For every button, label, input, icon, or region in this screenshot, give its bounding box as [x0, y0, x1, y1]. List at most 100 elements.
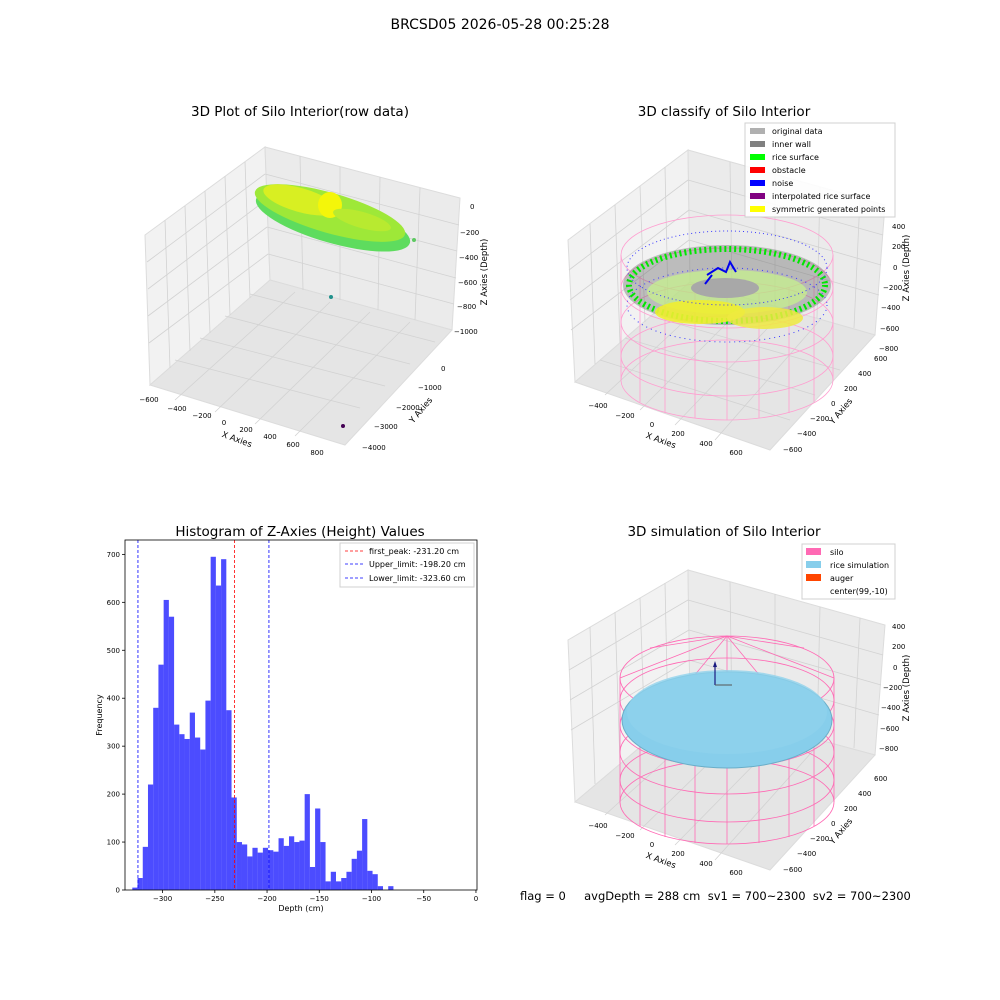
x-tick-label: −200	[257, 895, 276, 903]
outlier-point	[329, 295, 333, 299]
z-tick-label: −200	[460, 229, 479, 237]
histogram-bar	[372, 874, 378, 890]
y-tick-label: 300	[107, 743, 120, 751]
plot4-title: 3D simulation of Silo Interior	[627, 524, 821, 540]
x-tick-label: −200	[615, 832, 634, 840]
histogram-bar	[221, 559, 227, 890]
histogram-bar	[362, 819, 368, 890]
histogram-bar	[174, 724, 180, 890]
histogram-bar	[163, 599, 169, 890]
y-tick-label: 0	[116, 887, 120, 895]
histogram-bar	[320, 842, 326, 890]
histogram-bar	[236, 842, 242, 890]
y-tick-label: −3000	[374, 423, 398, 431]
y-tick-label: 400	[858, 370, 871, 378]
x-tick-label: 200	[671, 430, 684, 438]
histogram-bar	[346, 871, 352, 890]
raw-point-cloud	[254, 184, 411, 252]
x-tick-label: −100	[362, 895, 381, 903]
plot2-3d-axes: original data inner wall rice surface ob…	[567, 122, 912, 457]
legend-label: Lower_limit: -323.60 cm	[369, 574, 466, 583]
y-tick-label: 500	[107, 647, 120, 655]
legend-label: rice simulation	[830, 561, 889, 570]
z-tick-label: 400	[892, 223, 905, 231]
histogram-bar	[278, 838, 284, 890]
histogram-bar	[189, 712, 195, 890]
x-tick-label: 0	[650, 841, 654, 849]
histogram-bar	[304, 794, 310, 890]
histogram-bars	[132, 556, 394, 890]
z-tick-label: −600	[458, 279, 477, 287]
legend-swatch	[750, 128, 765, 134]
legend-swatch	[750, 167, 765, 173]
histogram-legend: first_peak: -231.20 cm Upper_limit: -198…	[339, 542, 475, 588]
plot4-3d-axes: silo rice simulation auger center(99,-10…	[567, 543, 912, 877]
histogram-bar	[200, 749, 206, 890]
y-tick-label: 200	[844, 805, 857, 813]
legend-swatch	[806, 561, 821, 568]
x-tick-label: −600	[139, 396, 158, 404]
plot1-title: 3D Plot of Silo Interior(row data)	[191, 104, 409, 120]
classified-point-cloud	[623, 230, 831, 343]
legend-label: silo	[830, 548, 844, 557]
histogram-bar	[330, 871, 336, 890]
y-tick-label: 0	[831, 400, 835, 408]
y-tick-label: 200	[107, 791, 120, 799]
y-tick-label: 200	[844, 385, 857, 393]
y-tick-label: 100	[107, 839, 120, 847]
histogram-bar	[210, 556, 216, 890]
z-axis-label: Z Axies (Depth)	[480, 239, 490, 306]
z-tick-label: −800	[457, 303, 476, 311]
histogram-bar	[388, 886, 394, 890]
legend-label: rice surface	[772, 153, 819, 162]
y-tick-label: 0	[831, 820, 835, 828]
plot2-title: 3D classify of Silo Interior	[637, 104, 811, 120]
x-tick-label: 400	[699, 440, 712, 448]
y-tick-label: 400	[858, 790, 871, 798]
y-tick-label: −600	[783, 446, 802, 454]
histogram-bar	[299, 840, 305, 890]
histogram-bar	[377, 886, 383, 890]
histogram-bar	[184, 738, 190, 890]
y-tick-label: −400	[797, 850, 816, 858]
y-tick-label: −1000	[418, 384, 442, 392]
legend-label: center(99,-10)	[830, 587, 888, 596]
histogram-bar	[241, 844, 248, 890]
histogram-bar	[288, 836, 295, 890]
y-tick-label: −2000	[396, 404, 420, 412]
y-tick-label: 0	[441, 365, 445, 373]
y-tick-label: −4000	[362, 444, 386, 452]
y-tick-label: 600	[107, 599, 120, 607]
histogram-x-ticks: −300 −250 −200 −150 −100 −50 0	[153, 890, 478, 903]
x-tick-label: 400	[699, 860, 712, 868]
x-tick-label: 600	[729, 869, 742, 877]
z-tick-label: −600	[880, 725, 899, 733]
histogram-bar	[142, 846, 148, 890]
y-tick-label: −600	[783, 866, 802, 874]
outlier-point	[412, 238, 416, 242]
plot2-legend: original data inner wall rice surface ob…	[744, 122, 896, 218]
legend-label: auger	[830, 574, 854, 583]
histogram-bar	[179, 734, 185, 890]
z-tick-label: 400	[892, 623, 905, 631]
z-tick-label: −800	[879, 745, 898, 753]
z-tick-label: 200	[892, 643, 905, 651]
x-axis-label: Depth (cm)	[278, 904, 323, 913]
histogram-bar	[158, 664, 164, 890]
histogram-bar	[335, 881, 342, 890]
histogram-bar	[215, 585, 222, 890]
legend-label: Upper_limit: -198.20 cm	[369, 560, 466, 569]
x-tick-label: 200	[671, 850, 684, 858]
histogram-bar	[273, 851, 279, 890]
histogram-bar	[205, 700, 211, 890]
x-tick-label: −50	[416, 895, 431, 903]
x-tick-label: 0	[650, 421, 654, 429]
z-tick-label: 0	[893, 264, 897, 272]
figure-title: BRCSD05 2026-05-28 00:25:28	[390, 17, 610, 33]
z-tick-label: −600	[880, 325, 899, 333]
legend-swatch	[750, 206, 765, 212]
outlier-point	[341, 424, 345, 428]
y-tick-label: −200	[810, 835, 829, 843]
histogram-reference-lines	[137, 540, 270, 890]
legend-swatch	[750, 180, 765, 186]
